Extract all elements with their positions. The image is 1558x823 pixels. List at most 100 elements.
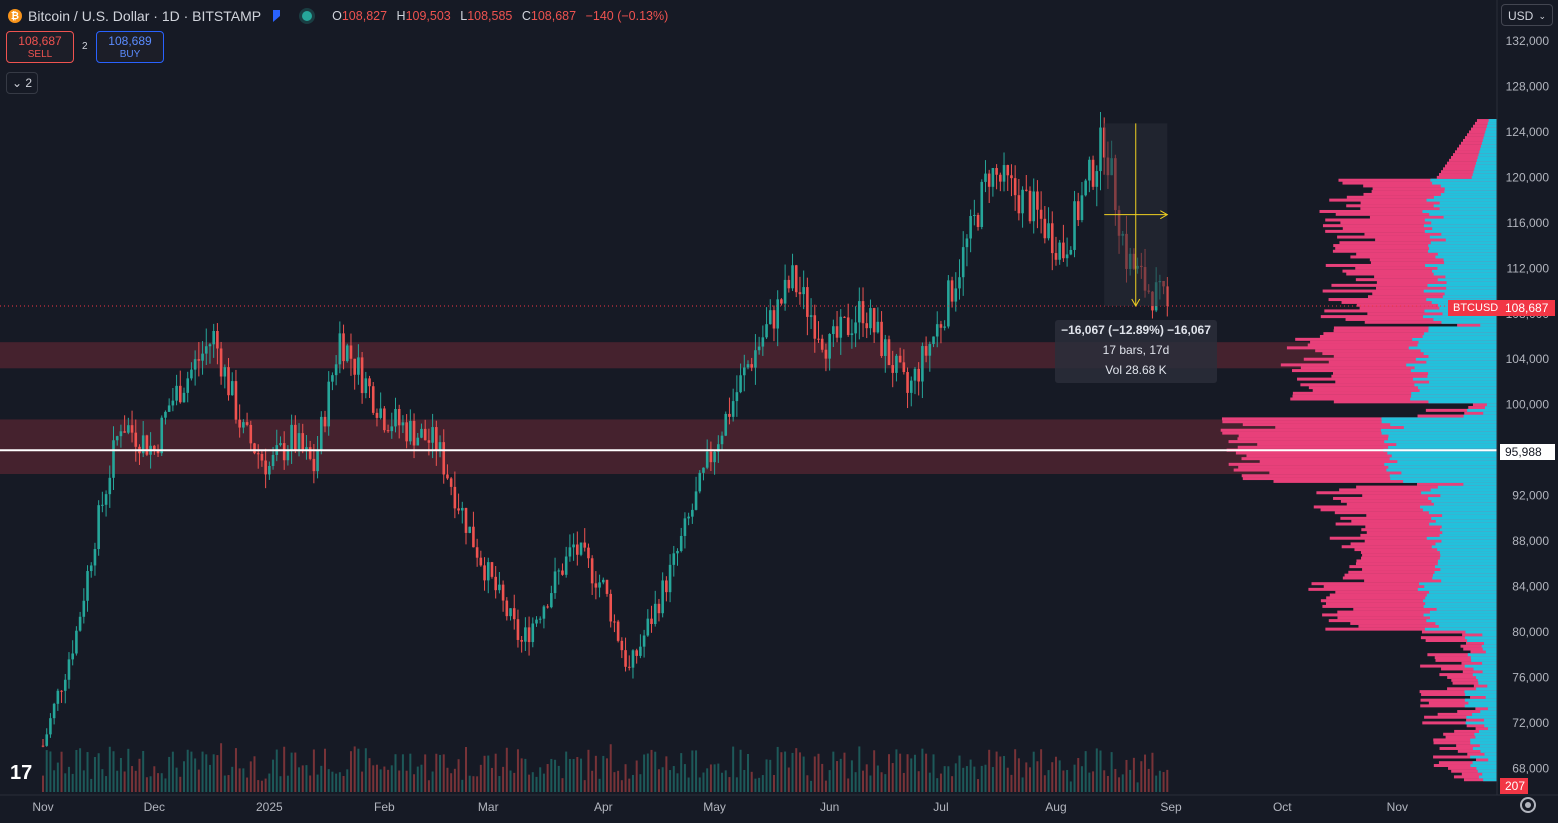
profile-value-row: [1476, 675, 1497, 679]
volume-bar: [672, 766, 675, 792]
volume-bar: [876, 765, 879, 792]
candle-body: [1054, 253, 1058, 260]
candle-body: [913, 368, 917, 381]
volume-bar: [502, 766, 505, 792]
time-tick-label: Nov: [32, 800, 53, 814]
profile-value-row: [1441, 539, 1497, 543]
profile-volume-row: [1451, 678, 1497, 682]
profile-volume-row: [1331, 374, 1497, 378]
candle-body: [1095, 171, 1099, 187]
profile-volume-row: [1434, 656, 1497, 660]
profile-volume-row: [1335, 246, 1497, 250]
profile-value-row: [1423, 604, 1497, 608]
volume-bar: [283, 746, 286, 792]
candle-body: [924, 346, 928, 356]
profile-value-row: [1444, 261, 1497, 265]
volume-bar: [212, 754, 215, 792]
volume-bar: [264, 778, 267, 792]
volume-bar: [223, 775, 226, 792]
volume-bar: [453, 768, 456, 792]
profile-value-row: [1441, 579, 1497, 583]
profile-volume-row: [1292, 391, 1497, 395]
candle-body: [895, 355, 898, 373]
profile-value-row: [1429, 212, 1497, 216]
candle-body: [627, 666, 631, 668]
profile-volume-row: [1346, 195, 1497, 199]
profile-volume-row: [1462, 670, 1497, 674]
profile-volume-row: [1329, 198, 1497, 202]
profile-value-row: [1401, 471, 1497, 475]
candle-body: [141, 435, 145, 454]
volume-bar: [832, 751, 835, 792]
candle-body: [909, 380, 913, 393]
profile-volume-row: [1372, 292, 1497, 296]
volume-bar: [56, 762, 59, 792]
volume-bar: [565, 751, 568, 792]
profile-value-row: [1479, 729, 1497, 733]
profile-volume-row: [1341, 300, 1497, 304]
candle-body: [1006, 165, 1010, 176]
volume-bar: [862, 770, 865, 792]
volume-bar: [902, 772, 905, 792]
candle-body: [230, 381, 234, 396]
candle-body: [327, 381, 331, 427]
chart-overlays: [0, 123, 1497, 452]
volume-bar: [164, 778, 167, 792]
profile-value-row: [1467, 639, 1497, 643]
profile-volume-row: [1341, 545, 1497, 549]
profile-volume-row: [1447, 161, 1497, 165]
volume-bar: [145, 777, 148, 792]
profile-volume-row: [1463, 778, 1497, 782]
profile-value-row: [1485, 695, 1497, 699]
settings-icon[interactable]: [1520, 797, 1536, 813]
profile-volume-row: [1468, 406, 1497, 410]
candle-body: [794, 265, 798, 293]
candle-body: [178, 385, 182, 403]
profile-value-row: [1440, 528, 1497, 532]
volume-bar: [594, 755, 597, 792]
currency-select[interactable]: USD ⌄: [1501, 4, 1553, 26]
volume-bar: [64, 773, 67, 792]
profile-value-row: [1432, 576, 1497, 580]
candle-body: [479, 557, 483, 566]
candle-body: [75, 630, 78, 654]
profile-value-row: [1482, 772, 1497, 776]
buy-button[interactable]: 108,689 BUY: [96, 31, 164, 63]
profile-value-row: [1428, 249, 1497, 253]
volume-bar: [231, 766, 234, 792]
flag-icon[interactable]: [273, 10, 281, 22]
tradingview-logo-icon[interactable]: 17: [10, 762, 33, 784]
volume-bar: [702, 772, 705, 792]
candle-body: [787, 279, 791, 289]
time-tick-label: Mar: [478, 800, 499, 814]
profile-value-row: [1422, 508, 1497, 512]
candle-body: [449, 478, 453, 487]
symbol-title[interactable]: Bitcoin / U.S. Dollar · 1D · BITSTAMP: [28, 8, 262, 24]
candle-body: [564, 556, 568, 575]
profile-volume-row: [1363, 184, 1497, 188]
profile-value-row: [1419, 388, 1497, 392]
candle-body: [976, 214, 980, 227]
profile-volume-row: [1362, 553, 1497, 557]
sell-button[interactable]: 108,687 SELL: [6, 31, 74, 63]
profile-value-row: [1464, 690, 1497, 694]
candle-body: [1084, 180, 1087, 196]
volume-bar: [1058, 760, 1061, 792]
profile-volume-row: [1369, 215, 1497, 219]
volume-bar: [977, 779, 980, 792]
profile-value-row: [1423, 352, 1497, 356]
collapse-indicators-button[interactable]: ⌄ 2: [6, 72, 38, 94]
profile-value-row: [1480, 147, 1497, 151]
profile-value-row: [1475, 735, 1497, 739]
profile-value-row: [1436, 607, 1497, 611]
profile-volume-row: [1308, 386, 1497, 390]
candle-body: [338, 333, 342, 365]
profile-volume-row: [1449, 158, 1497, 162]
candle-body: [869, 308, 872, 329]
profile-volume-row: [1311, 582, 1497, 586]
profile-value-row: [1488, 727, 1497, 731]
profile-value-row: [1479, 150, 1497, 154]
volume-bar: [806, 775, 809, 792]
volume-bar: [628, 778, 631, 792]
